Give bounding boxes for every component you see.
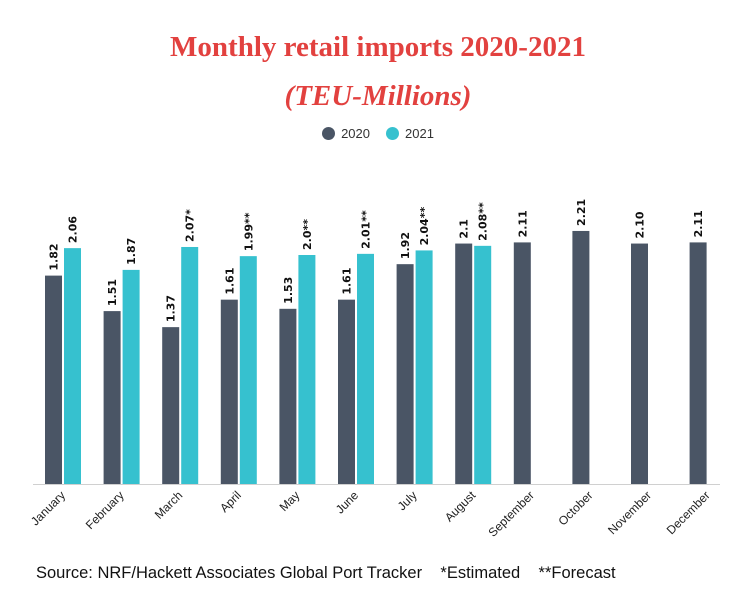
data-label-2020-may: 1.53 bbox=[282, 277, 295, 304]
legend-item-2020: 2020 bbox=[322, 126, 370, 141]
x-tick-label-october: October bbox=[555, 488, 595, 528]
x-tick-label-march: March bbox=[152, 488, 185, 521]
bar-2021-may bbox=[298, 255, 316, 484]
bar-2021-august bbox=[474, 245, 492, 484]
data-label-2021-february: 1.87 bbox=[125, 238, 138, 265]
chart-subtitle: (TEU-Millions) bbox=[284, 80, 472, 112]
bar-2020-september bbox=[513, 242, 531, 484]
data-label-2021-april: 1.99** bbox=[242, 212, 255, 251]
bar-2021-january bbox=[64, 248, 81, 484]
footer-gap-1 bbox=[422, 564, 440, 583]
data-label-2020-june: 1.61 bbox=[341, 268, 354, 295]
data-label-2020-february: 1.51 bbox=[106, 279, 119, 306]
x-tick-label-august: August bbox=[442, 488, 479, 525]
data-label-2020-november: 2.10 bbox=[634, 211, 647, 238]
data-label-2021-june: 2.01** bbox=[360, 210, 373, 249]
data-label-2021-july: 2.04** bbox=[418, 207, 431, 246]
data-label-2021-august: 2.08** bbox=[477, 202, 490, 241]
source-note: Source: NRF/Hackett Associates Global Po… bbox=[36, 564, 423, 582]
data-label-2020-october: 2.21 bbox=[575, 199, 588, 226]
estimated-note: *Estimated bbox=[440, 564, 521, 582]
x-tick-label-july: July bbox=[395, 488, 420, 513]
data-label-2021-may: 2.0** bbox=[301, 219, 314, 250]
legend-item-2021: 2021 bbox=[386, 126, 434, 141]
bar-2020-january bbox=[45, 275, 62, 484]
x-tick-label-december: December bbox=[664, 488, 713, 537]
x-tick-label-february: February bbox=[83, 488, 127, 532]
forecast-note: **Forecast bbox=[538, 564, 616, 582]
x-tick-label-september: September bbox=[486, 488, 537, 539]
bar-2020-october bbox=[572, 230, 590, 484]
data-label-2020-march: 1.37 bbox=[165, 295, 178, 322]
bar-2020-august bbox=[455, 243, 473, 484]
bar-2021-april bbox=[239, 256, 257, 484]
bar-2021-february bbox=[122, 269, 140, 484]
legend-swatch-2020 bbox=[322, 127, 336, 140]
x-tick-label-june: June bbox=[333, 488, 362, 517]
legend-label-2020: 2020 bbox=[341, 126, 370, 141]
x-tick-label-january: January bbox=[28, 488, 68, 528]
x-tick-label-november: November bbox=[605, 488, 654, 537]
legend: 2020 2021 bbox=[0, 126, 756, 141]
legend-swatch-2021 bbox=[386, 127, 399, 140]
x-tick-label-may: May bbox=[277, 488, 303, 514]
bar-2020-december bbox=[689, 242, 707, 484]
bar-2021-march bbox=[181, 246, 199, 484]
data-label-2020-july: 1.92 bbox=[399, 232, 412, 259]
bar-2020-november bbox=[631, 243, 648, 484]
x-tick-label-april: April bbox=[217, 488, 244, 515]
chart-footer: Source: NRF/Hackett Associates Global Po… bbox=[36, 564, 736, 583]
bar-2020-march bbox=[162, 327, 180, 484]
bar-2020-february bbox=[103, 311, 121, 484]
data-label-2020-august: 2.1 bbox=[458, 219, 471, 239]
bar-2020-june bbox=[338, 299, 355, 484]
data-label-2020-january: 1.82 bbox=[48, 243, 61, 270]
bar-2021-july bbox=[415, 250, 433, 484]
data-label-2020-september: 2.11 bbox=[516, 210, 529, 237]
data-label-2020-april: 1.61 bbox=[223, 268, 236, 295]
data-label-2021-january: 2.06 bbox=[67, 216, 80, 243]
bar-2020-july bbox=[396, 264, 414, 484]
footer-gap-2 bbox=[520, 564, 538, 583]
data-label-2020-december: 2.11 bbox=[692, 210, 705, 237]
data-label-2021-march: 2.07* bbox=[184, 209, 197, 242]
chart-title: Monthly retail imports 2020-2021 bbox=[170, 31, 586, 63]
legend-label-2021: 2021 bbox=[405, 126, 434, 141]
bar-2020-may bbox=[279, 308, 297, 484]
bar-2021-june bbox=[357, 253, 374, 484]
bar-2020-april bbox=[220, 299, 238, 484]
